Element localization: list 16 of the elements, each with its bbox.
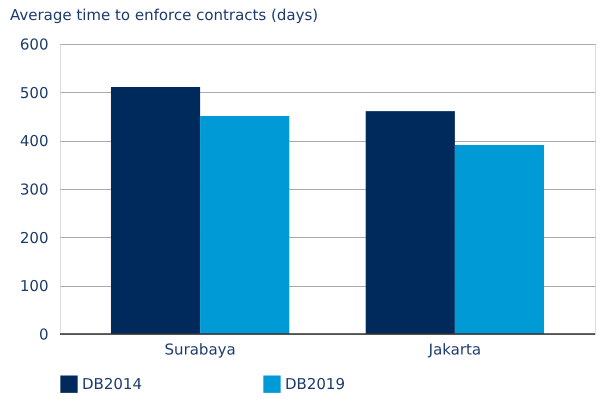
legend-label: DB2019 [285, 375, 346, 394]
y-tick-label: 100 [20, 277, 48, 296]
y-tick-label: 500 [20, 84, 48, 102]
bar [366, 111, 455, 334]
y-axis-title: Average time to enforce contracts (days) [10, 6, 318, 24]
y-tick-label: 400 [20, 132, 48, 150]
x-tick-label: Jakarta [428, 340, 482, 358]
legend-label: DB2014 [82, 375, 142, 394]
y-tick-label: 300 [20, 180, 48, 198]
bar [454, 145, 544, 334]
y-tick-label: 200 [20, 228, 48, 247]
y-tick-label: 0 [38, 326, 48, 344]
x-tick-label: Surabaya [164, 340, 236, 358]
bar [200, 116, 290, 334]
y-tick-label: 600 [20, 36, 48, 54]
bar [110, 87, 200, 334]
